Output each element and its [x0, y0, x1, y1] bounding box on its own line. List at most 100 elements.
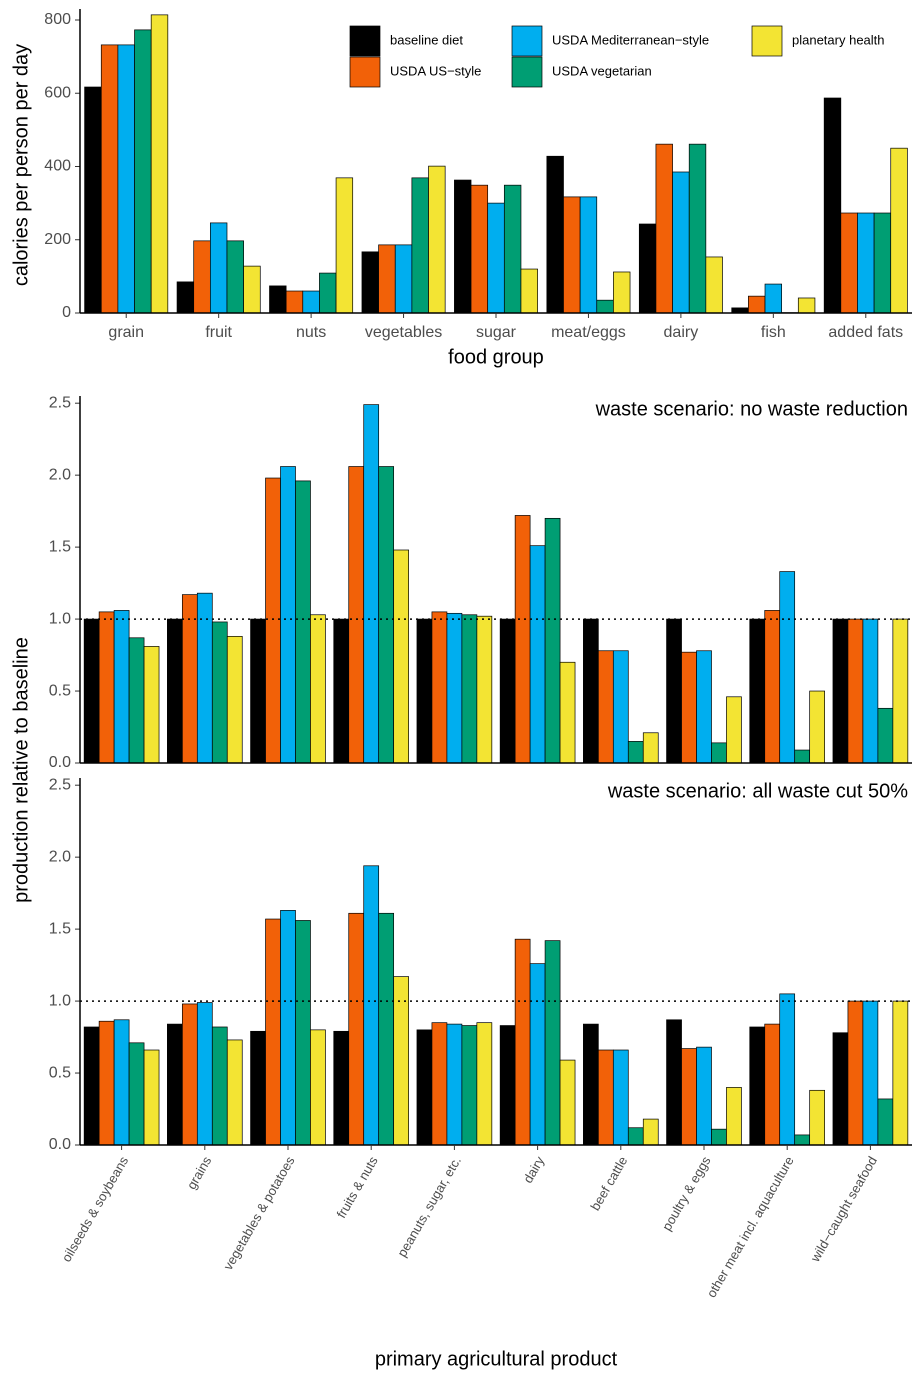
- y-tick-label: 400: [44, 158, 71, 175]
- legend-label: USDA Mediterranean−style: [552, 32, 709, 47]
- bar: [809, 690, 825, 764]
- bar: [877, 1098, 894, 1146]
- x-tick-label: other meat incl. aquaculture: [704, 1154, 797, 1300]
- bar: [476, 615, 493, 764]
- bar: [98, 1020, 115, 1146]
- bar: [83, 1026, 100, 1146]
- bar: [890, 147, 908, 314]
- bar: [310, 1029, 326, 1146]
- y-tick-label: 1.0: [49, 610, 71, 627]
- bar: [847, 618, 864, 764]
- x-tick-label: vegetables: [365, 324, 442, 341]
- bar: [431, 611, 448, 764]
- bar: [265, 477, 281, 764]
- legend-label: planetary health: [792, 32, 885, 47]
- bar: [579, 196, 598, 314]
- bar: [361, 251, 379, 314]
- bar: [269, 285, 287, 314]
- bar: [285, 290, 304, 314]
- bar: [302, 290, 320, 314]
- bar: [84, 86, 102, 314]
- x-axis-title: primary agricultural product: [375, 1348, 618, 1370]
- bar: [393, 976, 409, 1146]
- x-tick-label: sugar: [476, 324, 517, 341]
- bar: [764, 610, 781, 764]
- y-tick-label: 2.5: [49, 394, 71, 411]
- bar: [546, 155, 564, 314]
- y-tick-label: 0.0: [49, 754, 71, 771]
- bar: [378, 912, 395, 1146]
- bar: [243, 265, 261, 314]
- bar: [113, 1019, 130, 1146]
- bar: [544, 940, 561, 1146]
- annotation: waste scenario: no waste reduction: [595, 398, 908, 420]
- bar: [461, 1025, 478, 1146]
- bar: [295, 920, 311, 1146]
- x-tick-label: fruits & nuts: [333, 1153, 381, 1220]
- bar: [764, 1023, 781, 1146]
- bar: [310, 614, 326, 764]
- bar: [196, 1002, 213, 1146]
- bar: [167, 1023, 183, 1146]
- bar: [319, 272, 337, 314]
- bar: [559, 1059, 576, 1146]
- bar: [83, 618, 100, 764]
- y-tick-label: 0.5: [49, 1064, 71, 1081]
- bar: [143, 1049, 160, 1146]
- bar: [559, 661, 576, 764]
- bar: [378, 466, 395, 764]
- bar: [514, 515, 531, 764]
- bar: [226, 1039, 243, 1146]
- y-axis-title: production relative to baseline: [10, 637, 32, 903]
- bar: [748, 295, 766, 314]
- bar: [794, 1134, 811, 1146]
- x-tick-label: peanuts, sugar, etc.: [394, 1154, 464, 1260]
- bar: [226, 635, 243, 764]
- bar: [892, 1000, 909, 1146]
- bar: [128, 637, 145, 764]
- bar: [726, 696, 742, 764]
- x-tick-label: poultry & eggs: [659, 1153, 714, 1233]
- bar: [696, 650, 712, 764]
- bar: [877, 707, 894, 764]
- bar: [250, 618, 266, 764]
- bar: [416, 1029, 433, 1146]
- bar: [446, 612, 463, 764]
- bar: [655, 143, 673, 314]
- bar: [847, 1000, 864, 1146]
- y-tick-label: 200: [44, 231, 71, 248]
- bar: [627, 1127, 644, 1146]
- y-tick-label: 800: [44, 11, 71, 28]
- bar: [857, 212, 875, 314]
- bar: [428, 165, 446, 314]
- bar: [196, 592, 213, 764]
- bar: [688, 143, 707, 314]
- bar: [181, 594, 198, 764]
- bar: [416, 618, 433, 764]
- y-tick-label: 0: [62, 304, 71, 321]
- bar: [596, 299, 614, 314]
- x-tick-label: meat/eggs: [551, 324, 626, 341]
- bar: [431, 1022, 448, 1146]
- bar: [642, 1118, 659, 1146]
- y-tick-label: 2.0: [49, 848, 71, 865]
- bar: [100, 44, 119, 314]
- bar: [280, 466, 296, 764]
- bar: [597, 650, 614, 764]
- bar: [499, 618, 516, 764]
- bar: [176, 281, 195, 314]
- bar: [681, 1048, 697, 1146]
- bar: [681, 651, 697, 764]
- bar: [840, 212, 858, 314]
- bar: [470, 184, 489, 314]
- bar: [862, 1000, 879, 1146]
- bar: [597, 1049, 614, 1146]
- bar: [749, 1026, 766, 1146]
- x-tick-label: dairy: [664, 324, 699, 341]
- bar: [711, 1128, 727, 1146]
- bar: [797, 297, 816, 314]
- y-tick-label: 600: [44, 84, 71, 101]
- bar: [150, 14, 169, 314]
- bar: [823, 97, 842, 314]
- bar: [487, 202, 505, 314]
